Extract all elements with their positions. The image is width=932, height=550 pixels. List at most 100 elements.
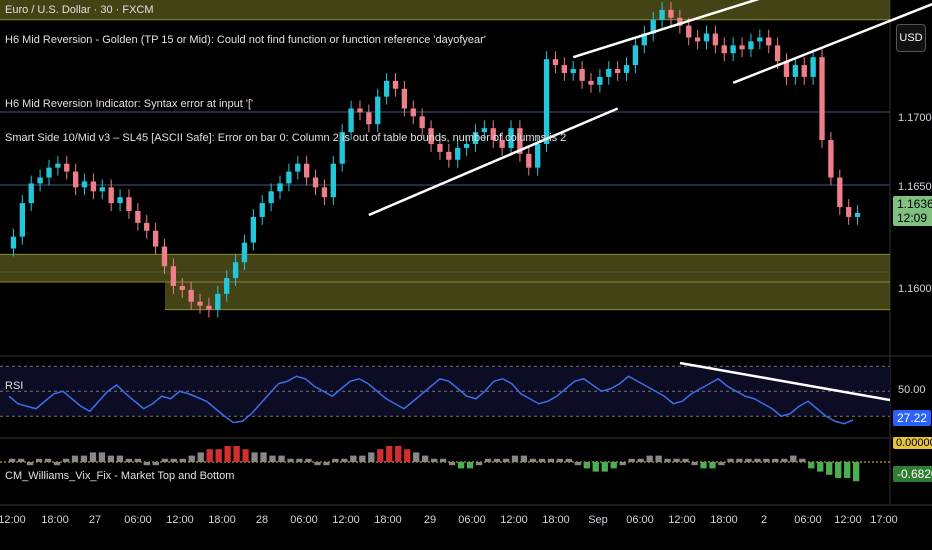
candle-body — [161, 246, 168, 267]
vix-bar — [413, 452, 420, 462]
rsi-label: RSI — [5, 380, 24, 392]
x-tick-label: 12:00 — [0, 514, 26, 526]
candle-body — [739, 45, 745, 50]
price-badge: 1.16367 12:09 — [893, 196, 932, 226]
candle-body — [232, 262, 239, 279]
candle-body — [472, 132, 479, 144]
trendline-2 — [732, 2, 932, 84]
indicator-error-1[interactable]: H6 Mid Reversion - Golden (TP 15 or Mid)… — [5, 34, 486, 46]
candle-body — [339, 132, 345, 164]
candle-body — [748, 41, 754, 50]
vix-bar — [71, 455, 79, 462]
candle-body — [694, 37, 701, 42]
candle-body — [437, 143, 443, 152]
candle-body — [72, 171, 79, 188]
vix-bar — [592, 462, 599, 472]
vix-bar — [134, 458, 141, 462]
candle-body — [259, 203, 265, 217]
x-tick-label: 18:00 — [542, 514, 570, 526]
vix-bar — [350, 455, 357, 462]
vix-bar — [125, 458, 133, 462]
x-tick-label: 18:00 — [41, 514, 69, 526]
candle-body — [188, 289, 194, 302]
candle-body — [55, 163, 61, 168]
vix-bar — [386, 446, 393, 462]
candle-body — [641, 33, 647, 46]
x-tick-label: 18:00 — [208, 514, 236, 526]
vix-bar — [305, 458, 312, 462]
candle-body — [268, 191, 274, 204]
vix-bar — [404, 449, 411, 462]
candle-body — [597, 76, 603, 85]
candle-body — [428, 128, 434, 144]
x-tick-label: 2 — [760, 514, 768, 526]
vix-bar — [107, 455, 115, 462]
vix-bar — [368, 452, 375, 462]
vix-bar — [161, 458, 168, 462]
candle-body — [517, 128, 523, 154]
trendline-1 — [572, 0, 760, 59]
current-price: 1.16367 — [897, 197, 932, 211]
candle-body — [303, 163, 310, 178]
vix-bar — [709, 462, 716, 469]
candle-body — [810, 57, 816, 77]
candle-body — [375, 96, 381, 125]
vix-bar — [529, 458, 537, 462]
x-tick-label: 06:00 — [290, 514, 318, 526]
candle-body — [144, 222, 150, 231]
candle-body — [463, 143, 470, 148]
candle-body — [703, 33, 710, 42]
vix-bar — [296, 458, 303, 462]
candle-body — [455, 147, 461, 160]
x-tick-label: 06:00 — [794, 514, 822, 526]
vix-bar — [502, 458, 510, 462]
vix-bar — [98, 452, 106, 462]
candle-body — [312, 177, 319, 188]
vix-bar — [431, 458, 438, 462]
vix-bar — [395, 446, 402, 462]
candle-body — [286, 171, 292, 184]
vix-bar — [520, 455, 528, 462]
candle-body — [10, 236, 17, 249]
candle-body — [783, 61, 790, 77]
vix-bar — [35, 458, 43, 462]
indicator-error-2[interactable]: H6 Mid Reversion Indicator: Syntax error… — [5, 98, 254, 110]
candle-body — [614, 69, 621, 73]
vix-value-top: 0.00000 — [893, 437, 932, 449]
candle-body — [854, 213, 861, 217]
x-tick-label: 12:00 — [166, 514, 194, 526]
candle-body — [19, 203, 25, 237]
x-tick-label: 12:00 — [668, 514, 696, 526]
currency-button[interactable]: USD — [896, 24, 926, 52]
vix-bar — [152, 462, 159, 466]
vix-bar — [197, 452, 204, 462]
vix-bar — [287, 458, 294, 462]
candle-body — [668, 9, 674, 18]
candle-body — [241, 242, 248, 263]
indicator-error-3[interactable]: Smart Side 10/Mid v3 – SL45 [ASCII Safe]… — [5, 132, 567, 144]
vix-bar — [601, 462, 608, 472]
vix-bar — [835, 462, 842, 478]
vix-bar — [637, 458, 644, 462]
x-tick-label: 06:00 — [626, 514, 654, 526]
candle-body — [543, 59, 550, 144]
candle-body — [215, 293, 221, 310]
vix-value-bottom: -0.68204 — [893, 466, 932, 482]
x-tick-label: 12:00 — [500, 514, 528, 526]
rsi-pane — [0, 361, 891, 425]
candle-body — [108, 187, 114, 204]
vix-bar — [179, 458, 186, 462]
vix-bar — [628, 458, 635, 462]
candle-body — [579, 69, 585, 81]
vix-bar — [799, 458, 806, 462]
candle-body — [801, 65, 807, 77]
candle-body — [712, 33, 719, 46]
rsi-line — [8, 375, 854, 425]
vix-bar — [9, 458, 16, 462]
vix-bar — [422, 455, 429, 462]
zones — [0, 0, 890, 311]
candle-body — [819, 57, 825, 141]
vix-bar — [538, 458, 546, 462]
vix-bar — [745, 458, 752, 462]
